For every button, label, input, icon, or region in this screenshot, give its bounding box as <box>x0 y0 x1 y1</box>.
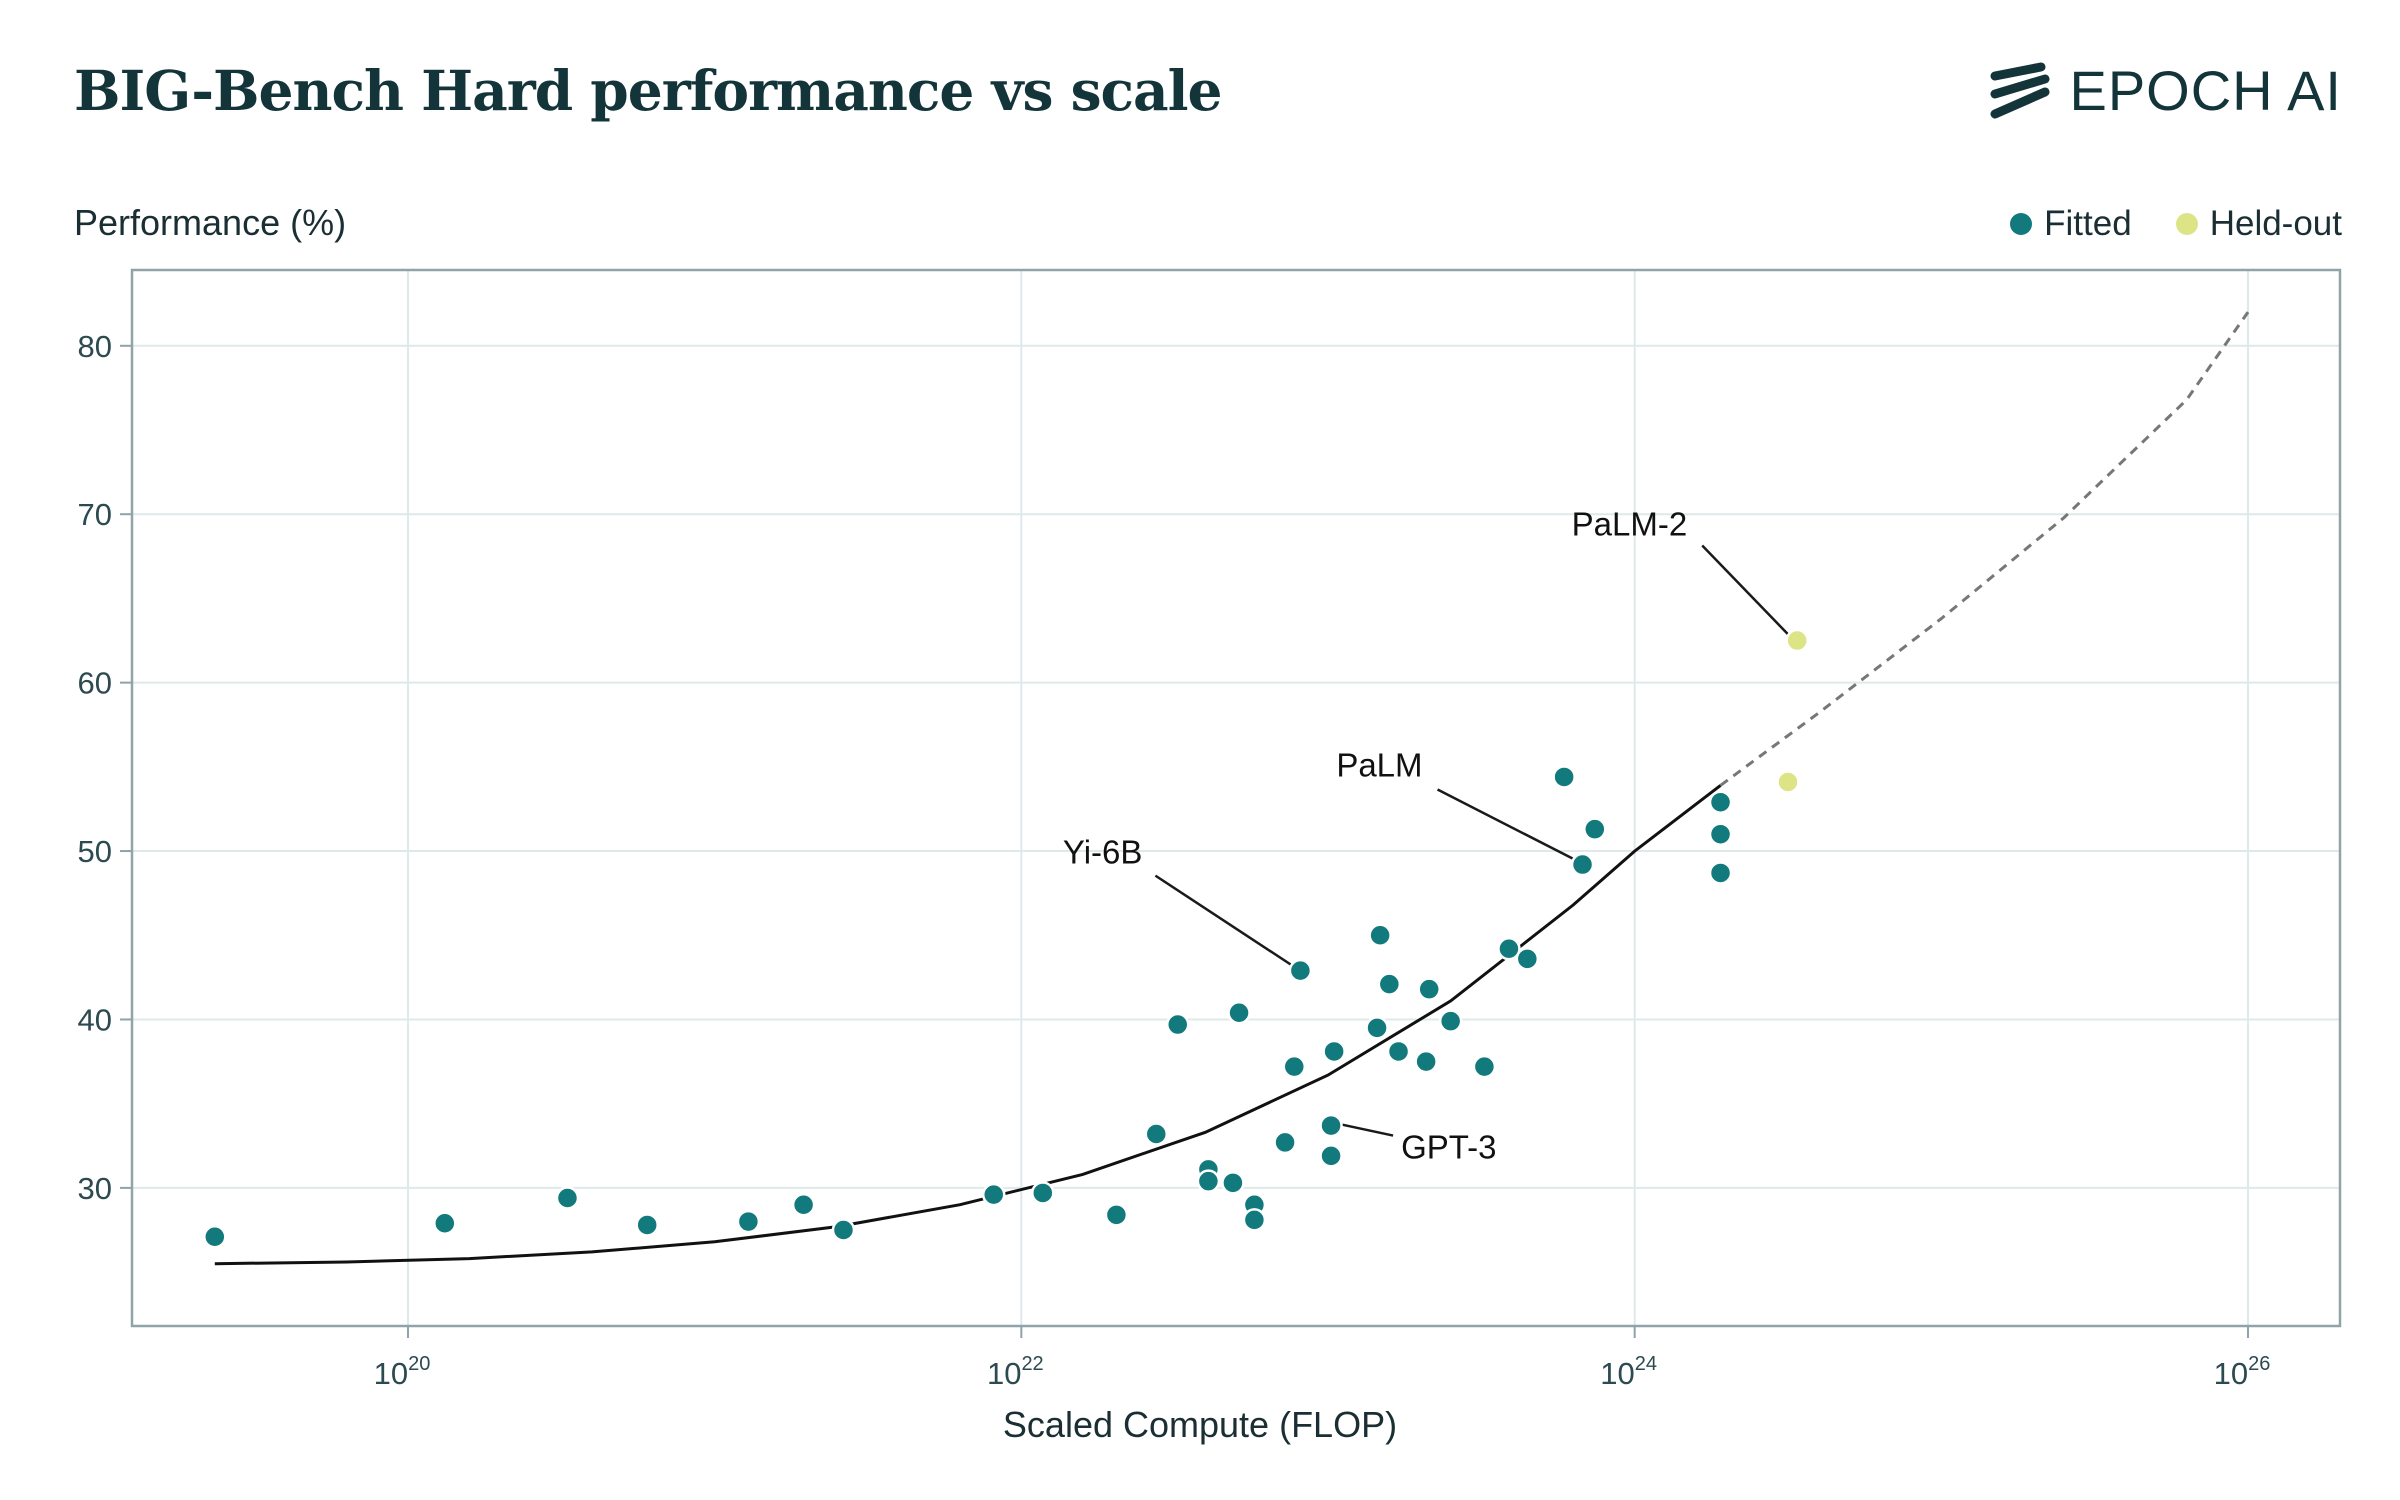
fitted-point[interactable] <box>1273 1130 1297 1155</box>
heldout-point[interactable] <box>1785 628 1809 653</box>
epoch-logo: EPOCH AI <box>1989 58 2342 123</box>
annotation-leader-line <box>1154 874 1294 967</box>
y-tick-label: 60 <box>78 666 112 701</box>
fitted-point[interactable] <box>1414 1049 1438 1074</box>
x-axis-label: Scaled Compute (FLOP) <box>1002 1404 1398 1445</box>
chart-title: BIG-Bench Hard performance vs scale <box>74 58 1223 123</box>
plot-frame <box>130 268 2342 1328</box>
legend-marker-fitted <box>2010 213 2033 235</box>
fitted-point[interactable] <box>1583 817 1607 841</box>
fitted-point[interactable] <box>1708 861 1733 885</box>
fitted-point[interactable] <box>736 1209 761 1234</box>
heldout-point[interactable] <box>1776 770 1800 794</box>
fitted-point[interactable] <box>1282 1054 1307 1079</box>
fitted-point[interactable] <box>1708 822 1733 846</box>
annotation-label: PaLM <box>1336 747 1422 784</box>
fitted-point[interactable] <box>1377 972 1402 996</box>
epoch-logo-icon <box>1990 62 2050 118</box>
fitted-point[interactable] <box>203 1224 227 1249</box>
annotation-label: Yi-6B <box>1063 834 1142 871</box>
x-tick-base: 10 <box>2214 1356 2248 1391</box>
fit-curves <box>214 311 2250 1266</box>
fitted-point[interactable] <box>1242 1208 1267 1232</box>
annotation-label: PaLM-2 <box>1572 506 1688 543</box>
x-tick-label: 1020 <box>374 1353 431 1391</box>
x-tick-base: 10 <box>374 1356 408 1391</box>
y-tick-label: 80 <box>78 329 112 364</box>
annotation-leader-line <box>1436 788 1576 861</box>
fitted-point[interactable] <box>1386 1039 1411 1064</box>
fitted-point[interactable] <box>1570 852 1595 877</box>
fitted-point[interactable] <box>1497 936 1521 961</box>
legend-label-heldout: Held-out <box>2209 204 2342 243</box>
x-tick-base: 10 <box>987 1356 1021 1391</box>
annotation-leader-line <box>1701 544 1791 637</box>
grid <box>132 270 2340 1326</box>
fitted-point[interactable] <box>1708 790 1733 814</box>
y-tick-label: 70 <box>78 497 112 532</box>
x-tick-label: 1024 <box>1600 1353 1657 1391</box>
fitted-point[interactable] <box>433 1211 457 1236</box>
annotation-label: GPT-3 <box>1401 1129 1496 1166</box>
fitted-point[interactable] <box>1144 1122 1169 1146</box>
fitted-point[interactable] <box>635 1213 659 1237</box>
epoch-logo-text: EPOCH AI <box>2069 59 2342 122</box>
annotations: PaLM-2 PaLM Yi-6B GPT-3 <box>1063 506 1791 1166</box>
fit-curve <box>214 784 1722 1266</box>
fitted-point[interactable] <box>1417 977 1441 1001</box>
fitted-point[interactable] <box>1515 947 1540 971</box>
fitted-point[interactable] <box>981 1182 1006 1207</box>
y-tick-label: 30 <box>78 1171 112 1206</box>
x-tick-exponent: 20 <box>408 1353 430 1375</box>
fitted-point[interactable] <box>555 1186 580 1210</box>
legend-label-fitted: Fitted <box>2044 204 2132 243</box>
x-tick-base: 10 <box>1600 1356 1634 1391</box>
x-tick-exponent: 26 <box>2248 1353 2270 1375</box>
fitted-point[interactable] <box>1322 1039 1346 1064</box>
legend: Fitted Held-out <box>2010 204 2342 244</box>
fitted-point[interactable] <box>1288 958 1313 983</box>
fitted-point[interactable] <box>791 1192 816 1217</box>
y-tick-label: 50 <box>78 834 112 869</box>
fitted-point[interactable] <box>1104 1203 1129 1227</box>
fitted-point[interactable] <box>1368 923 1392 948</box>
fitted-point[interactable] <box>1552 765 1576 789</box>
x-tick-exponent: 22 <box>1021 1353 1043 1375</box>
fitted-point[interactable] <box>1196 1169 1221 1193</box>
projection-curve <box>1719 311 2250 787</box>
fitted-point[interactable] <box>1165 1012 1190 1037</box>
fitted-point[interactable] <box>1031 1181 1055 1205</box>
fitted-point[interactable] <box>1319 1113 1343 1138</box>
x-tick-label: 1026 <box>2214 1353 2271 1391</box>
y-axis-label: Performance (%) <box>74 202 347 243</box>
fitted-point[interactable] <box>1438 1009 1463 1033</box>
legend-marker-heldout <box>2175 213 2198 235</box>
fitted-point[interactable] <box>831 1218 856 1242</box>
data-points <box>203 628 1809 1249</box>
fitted-point[interactable] <box>1472 1054 1497 1079</box>
legend-item-fitted[interactable]: Fitted <box>2010 204 2132 244</box>
fitted-point[interactable] <box>1221 1171 1245 1195</box>
legend-item-heldout[interactable]: Held-out <box>2175 204 2342 244</box>
fitted-point[interactable] <box>1319 1144 1343 1168</box>
y-tick-label: 40 <box>78 1002 112 1037</box>
fitted-point[interactable] <box>1227 1000 1251 1025</box>
x-tick-exponent: 24 <box>1635 1353 1657 1375</box>
fitted-point[interactable] <box>1365 1016 1389 1040</box>
x-tick-label: 1022 <box>987 1353 1044 1391</box>
